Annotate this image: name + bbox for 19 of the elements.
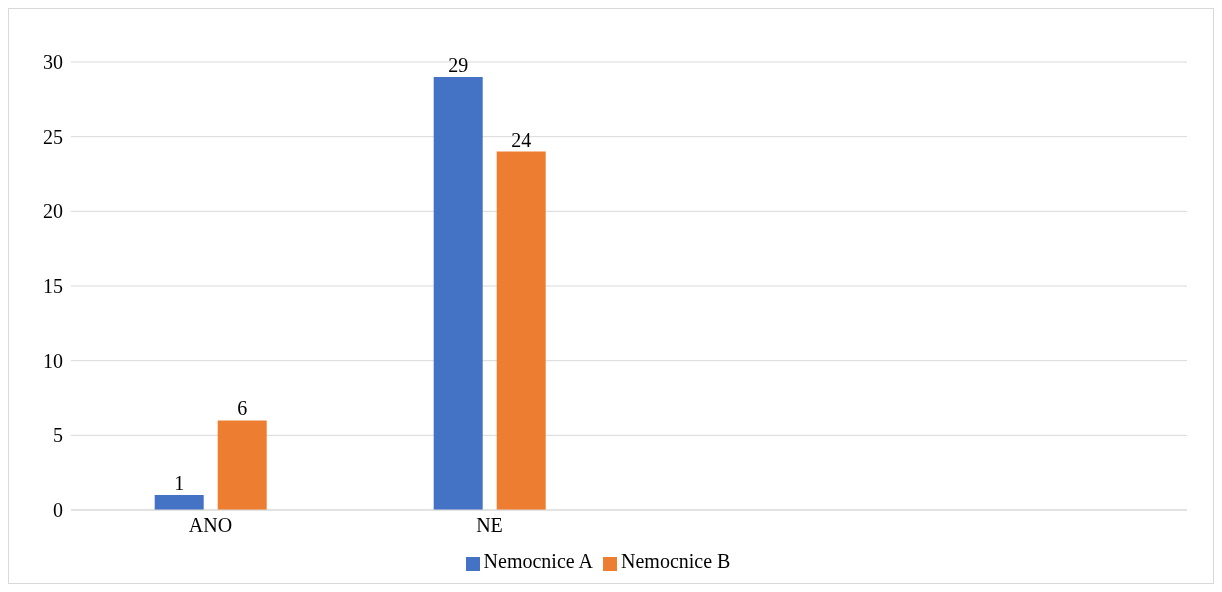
legend-label: Nemocnice A bbox=[483, 550, 593, 572]
x-tick-label: ANO bbox=[188, 514, 233, 537]
legend-label: Nemocnice B bbox=[621, 550, 731, 572]
data-label: 24 bbox=[511, 128, 532, 151]
x-tick-label: NE bbox=[476, 514, 503, 537]
y-tick-label: 15 bbox=[43, 275, 63, 298]
data-label: 6 bbox=[237, 397, 248, 420]
y-tick-label: 25 bbox=[43, 125, 63, 148]
bar bbox=[154, 495, 204, 510]
bar bbox=[496, 151, 546, 510]
y-tick-label: 20 bbox=[43, 200, 63, 223]
data-label: 1 bbox=[174, 472, 185, 495]
bar bbox=[217, 420, 267, 510]
bar bbox=[433, 76, 483, 510]
y-tick-label: 30 bbox=[43, 51, 63, 74]
y-tick-label: 0 bbox=[53, 499, 63, 522]
y-tick-label: 10 bbox=[43, 349, 63, 372]
data-label: 29 bbox=[448, 53, 469, 76]
y-tick-label: 5 bbox=[53, 424, 63, 447]
